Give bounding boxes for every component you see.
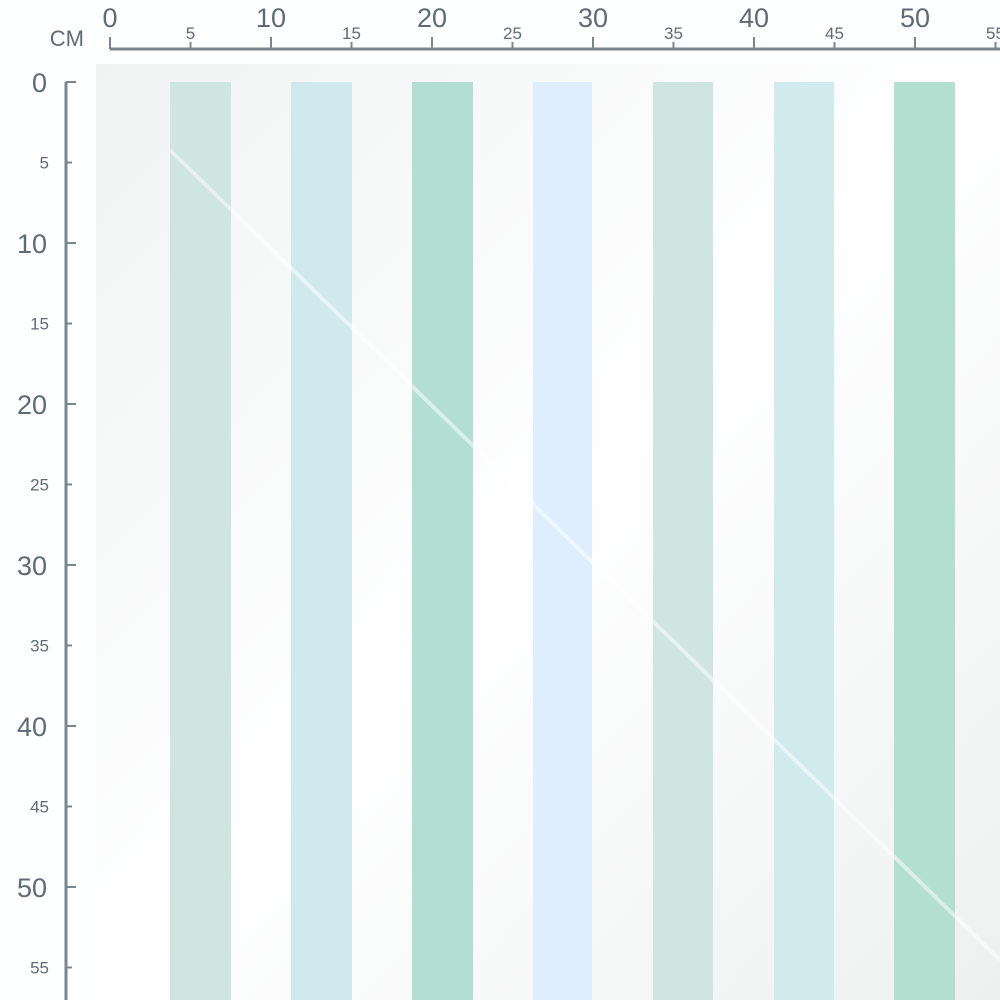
top-tick-label: 50 <box>900 3 930 33</box>
top-tick-label: 40 <box>739 3 769 33</box>
top-tick-label: 55 <box>986 24 1000 43</box>
stripe <box>170 82 231 1000</box>
top-ruler-bg <box>0 0 1000 64</box>
fold-highlight <box>168 148 1000 962</box>
top-tick-label: 5 <box>186 24 195 43</box>
left-tick-label: 15 <box>30 315 49 334</box>
top-tick-label: 25 <box>503 24 522 43</box>
left-tick-label: 35 <box>30 637 49 656</box>
top-tick-label: 10 <box>256 3 286 33</box>
left-tick-label: 0 <box>32 68 47 98</box>
left-tick-label: 55 <box>30 959 49 978</box>
unit-label: CM <box>50 26 84 51</box>
stripe <box>291 82 352 1000</box>
ruler-ticks: 0 5 10 15 20 25 30 35 40 45 50 55 0 5 10 15 20 25 30 35 40 45… <box>17 3 1000 978</box>
left-ruler-bg <box>0 64 96 1000</box>
stripes <box>170 82 955 1000</box>
stripe <box>533 82 592 1000</box>
left-tick-label: 20 <box>17 390 47 420</box>
left-tick-label: 50 <box>17 873 47 903</box>
left-tick-label: 40 <box>17 712 47 742</box>
left-tick-label: 45 <box>30 798 49 817</box>
top-tick-label: 15 <box>342 24 361 43</box>
stripe <box>653 82 713 1000</box>
left-tick-label: 5 <box>40 154 49 173</box>
top-tick-label: 30 <box>578 3 608 33</box>
left-tick-label: 30 <box>17 551 47 581</box>
top-tick-label: 35 <box>664 24 683 43</box>
top-tick-label: 45 <box>825 24 844 43</box>
top-tick-label: 20 <box>417 3 447 33</box>
stripe <box>412 82 473 1000</box>
top-tick-label: 0 <box>102 3 117 33</box>
left-tick-label: 10 <box>17 229 47 259</box>
stripe <box>894 82 955 1000</box>
left-tick-label: 25 <box>30 476 49 495</box>
stripe <box>774 82 834 1000</box>
